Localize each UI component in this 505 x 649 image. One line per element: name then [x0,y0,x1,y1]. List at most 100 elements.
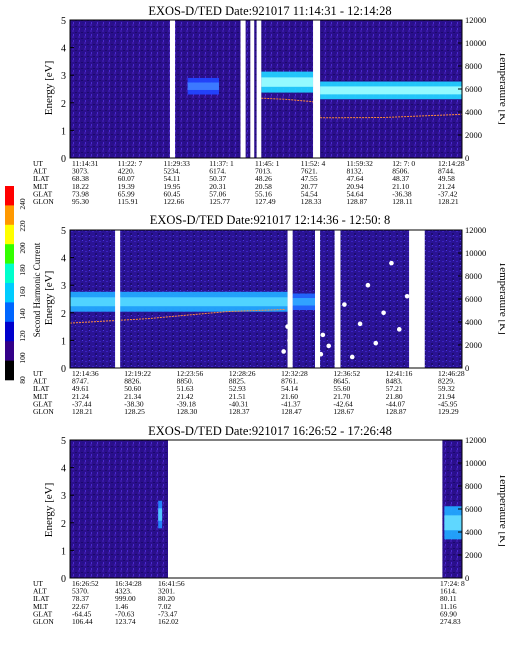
spectral-band-core-2 [187,82,219,90]
row-value: 57.21 [386,384,403,393]
row-value: 59.32 [438,384,455,393]
row-value: 21.34 [124,392,141,401]
row-value: -42.64 [333,399,353,408]
colorbar-swatch [5,341,14,361]
panel-1: EXOS-D/TED Date:921017 11:14:31 - 12:14:… [33,4,505,206]
colorbar-tick: 120 [18,330,27,342]
y2tick-label: 2000 [465,550,482,560]
row-value: 115.91 [118,197,139,206]
row-label-ilat: ILAT [33,594,50,603]
ytick-label: 3 [61,71,66,82]
colorbar-ticks: 240 220 200 180 160 140 120 100 80 [18,198,27,384]
dropout-4 [320,332,326,338]
panel-1-y2label: Temperature [K] [497,51,505,124]
colorbar-swatch [5,224,14,245]
row-value: 12:32:28 [281,369,308,378]
row-label-alt: ALT [33,167,47,176]
data-gap-3 [256,20,262,158]
colorbar-label: Second Harmonic Current [32,242,42,337]
colorbar-tick: 180 [18,264,27,276]
row-value: 11:45: 1 [255,159,280,168]
row-value: 95.30 [72,197,89,206]
ytick-label: 1 [61,336,66,347]
row-value: 48.37 [392,174,409,183]
row-value: 80.11 [440,594,457,603]
y2tick-label: 4000 [465,527,482,537]
row-value: 128.11 [392,197,413,206]
colorbar-tick: 220 [18,220,27,232]
data-gap-0 [115,230,121,368]
row-value: 106.44 [72,617,93,626]
spectral-band-core-1 [292,298,315,306]
panel-2: EXOS-D/TED Date:921017 12:14:36 - 12:50:… [33,213,505,416]
row-value: 5370. [72,587,89,596]
panel-3-orbit-table: UT 16:26:52 16:34:28 16:41:56 17:24: 8 ALT 537… [33,579,465,626]
colorbar-swatch [5,360,14,381]
row-value: 128.25 [124,407,145,416]
ytick-label: 0 [61,364,66,375]
row-label-ilat: ILAT [33,384,50,393]
row-value: -44.07 [386,399,406,408]
ytick-label: 0 [61,574,66,585]
row-value: -41.37 [281,399,301,408]
row-label-mlt: MLT [33,392,49,401]
row-value: 22.67 [72,602,89,611]
panel-1-orbit-table: UT 11:14:31 11:22: 7 11:29:33 11:37: 1 11:45:… [33,159,465,206]
row-value: 128.21 [72,407,93,416]
row-value: 57.06 [209,189,226,198]
y2tick-label: 10000 [465,248,486,258]
row-value: 11:52: 4 [301,159,326,168]
row-value: 21.80 [386,392,403,401]
y2tick-label: 12000 [465,15,486,25]
row-value: 21.60 [281,392,298,401]
row-value: 12:46:28 [438,369,465,378]
colorbar-swatch [5,283,14,303]
row-value: 12:28:26 [229,369,256,378]
row-value: 21.42 [177,392,194,401]
row-value: 128.37 [229,407,250,416]
temperature-trace [69,308,286,324]
row-value: 21.94 [438,392,455,401]
row-value: 68.38 [72,174,89,183]
spectral-band-core-1 [320,86,462,95]
row-value: 128.21 [438,197,459,206]
row-value: 54.54 [301,189,318,198]
row-value: 162.02 [158,617,179,626]
data-gap-1 [240,20,246,158]
row-value: 12:23:56 [177,369,204,378]
row-value: -38.30 [124,399,144,408]
dropout-2 [287,338,292,343]
y2tick-label: 4000 [465,317,482,327]
y2tick-label: 12000 [465,225,486,235]
row-value: 6174. [209,167,226,176]
row-value: 21.70 [333,392,350,401]
ytick-label: 5 [61,226,66,237]
row-value: 8826. [124,377,141,386]
row-value: 49.61 [72,384,89,393]
row-value: 128.47 [281,407,302,416]
row-value: 48.26 [255,174,272,183]
panel-2-ylabel: Energy [eV] [43,271,55,325]
row-value: 12:36:52 [333,369,360,378]
row-value: 21.10 [392,182,409,191]
spectral-band-core-1 [444,515,462,531]
row-label-glat: GLAT [33,399,53,408]
y2tick-label: 12000 [465,435,486,445]
row-value: 125.77 [209,197,230,206]
colorbar: 240 220 200 180 160 140 120 100 80 Second Harmon… [5,186,42,384]
dropout-10 [373,340,379,346]
row-value: 60.07 [118,174,135,183]
dropout-11 [381,310,386,316]
row-value: 127.49 [255,197,276,206]
row-value: 17:24: 8 [440,579,465,588]
colorbar-tick: 240 [18,198,27,210]
row-label-alt: ALT [33,377,47,386]
panel-3-y2ticks: 0 2000 4000 6000 8000 10000 12000 [458,435,486,583]
dropout-7 [349,354,355,360]
row-value: 3201. [158,587,175,596]
panel-2-orbit-table: UT 12:14:36 12:19:22 12:23:56 12:28:26 12:32:… [33,369,465,416]
row-value: 55.16 [255,189,272,198]
ytick-label: 3 [61,491,66,502]
row-value: -73.47 [158,609,178,618]
spectral-band-core-0 [261,77,314,87]
